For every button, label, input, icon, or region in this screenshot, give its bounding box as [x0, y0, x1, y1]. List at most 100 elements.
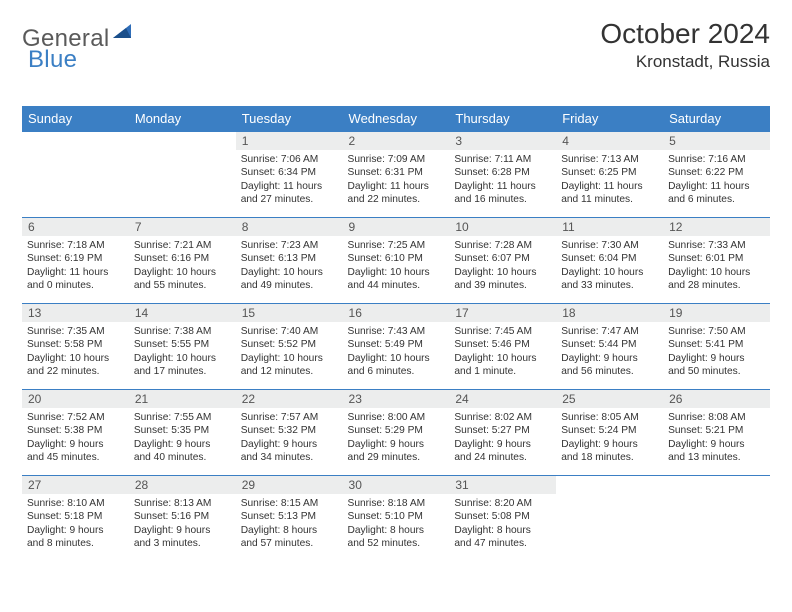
- day-cell: 31Sunrise: 8:20 AMSunset: 5:08 PMDayligh…: [449, 476, 556, 562]
- day-details: Sunrise: 7:43 AMSunset: 5:49 PMDaylight:…: [343, 322, 450, 381]
- day-details: Sunrise: 7:38 AMSunset: 5:55 PMDaylight:…: [129, 322, 236, 381]
- day-number: 31: [449, 476, 556, 494]
- day-number: 28: [129, 476, 236, 494]
- day-cell: 25Sunrise: 8:05 AMSunset: 5:24 PMDayligh…: [556, 390, 663, 476]
- day-header: Saturday: [663, 106, 770, 132]
- day-number: 4: [556, 132, 663, 150]
- day-cell: 13Sunrise: 7:35 AMSunset: 5:58 PMDayligh…: [22, 304, 129, 390]
- week-row: 6Sunrise: 7:18 AMSunset: 6:19 PMDaylight…: [22, 218, 770, 304]
- day-header: Tuesday: [236, 106, 343, 132]
- day-cell: 16Sunrise: 7:43 AMSunset: 5:49 PMDayligh…: [343, 304, 450, 390]
- day-details: Sunrise: 8:20 AMSunset: 5:08 PMDaylight:…: [449, 494, 556, 553]
- week-row: 13Sunrise: 7:35 AMSunset: 5:58 PMDayligh…: [22, 304, 770, 390]
- day-details: Sunrise: 7:40 AMSunset: 5:52 PMDaylight:…: [236, 322, 343, 381]
- day-cell: 22Sunrise: 7:57 AMSunset: 5:32 PMDayligh…: [236, 390, 343, 476]
- sail-icon: [111, 22, 133, 45]
- day-number: 7: [129, 218, 236, 236]
- day-cell: 7Sunrise: 7:21 AMSunset: 6:16 PMDaylight…: [129, 218, 236, 304]
- title-block: October 2024 Kronstadt, Russia: [600, 18, 770, 72]
- day-details: Sunrise: 7:30 AMSunset: 6:04 PMDaylight:…: [556, 236, 663, 295]
- day-cell: 24Sunrise: 8:02 AMSunset: 5:27 PMDayligh…: [449, 390, 556, 476]
- empty-day-cell: [129, 132, 236, 218]
- day-number: [556, 476, 663, 494]
- day-number: 27: [22, 476, 129, 494]
- day-details: Sunrise: 7:16 AMSunset: 6:22 PMDaylight:…: [663, 150, 770, 209]
- day-details: Sunrise: 8:18 AMSunset: 5:10 PMDaylight:…: [343, 494, 450, 553]
- day-cell: 10Sunrise: 7:28 AMSunset: 6:07 PMDayligh…: [449, 218, 556, 304]
- day-details: Sunrise: 7:47 AMSunset: 5:44 PMDaylight:…: [556, 322, 663, 381]
- week-row: 1Sunrise: 7:06 AMSunset: 6:34 PMDaylight…: [22, 132, 770, 218]
- day-number: 13: [22, 304, 129, 322]
- day-cell: 29Sunrise: 8:15 AMSunset: 5:13 PMDayligh…: [236, 476, 343, 562]
- day-cell: 9Sunrise: 7:25 AMSunset: 6:10 PMDaylight…: [343, 218, 450, 304]
- day-cell: 12Sunrise: 7:33 AMSunset: 6:01 PMDayligh…: [663, 218, 770, 304]
- day-number: 18: [556, 304, 663, 322]
- logo-blue-line: Blue: [28, 46, 77, 74]
- day-number: 22: [236, 390, 343, 408]
- day-details: Sunrise: 8:10 AMSunset: 5:18 PMDaylight:…: [22, 494, 129, 553]
- day-cell: 6Sunrise: 7:18 AMSunset: 6:19 PMDaylight…: [22, 218, 129, 304]
- day-cell: 1Sunrise: 7:06 AMSunset: 6:34 PMDaylight…: [236, 132, 343, 218]
- day-cell: 20Sunrise: 7:52 AMSunset: 5:38 PMDayligh…: [22, 390, 129, 476]
- day-cell: 17Sunrise: 7:45 AMSunset: 5:46 PMDayligh…: [449, 304, 556, 390]
- calendar-table: SundayMondayTuesdayWednesdayThursdayFrid…: [22, 106, 770, 562]
- day-details: Sunrise: 7:55 AMSunset: 5:35 PMDaylight:…: [129, 408, 236, 467]
- week-row: 20Sunrise: 7:52 AMSunset: 5:38 PMDayligh…: [22, 390, 770, 476]
- day-number: 1: [236, 132, 343, 150]
- empty-day-cell: [663, 476, 770, 562]
- day-details: Sunrise: 7:11 AMSunset: 6:28 PMDaylight:…: [449, 150, 556, 209]
- logo-text-blue: Blue: [28, 46, 77, 73]
- day-cell: 3Sunrise: 7:11 AMSunset: 6:28 PMDaylight…: [449, 132, 556, 218]
- day-header: Friday: [556, 106, 663, 132]
- day-cell: 4Sunrise: 7:13 AMSunset: 6:25 PMDaylight…: [556, 132, 663, 218]
- day-number: [22, 132, 129, 150]
- day-header: Wednesday: [343, 106, 450, 132]
- day-number: 12: [663, 218, 770, 236]
- day-details: Sunrise: 7:23 AMSunset: 6:13 PMDaylight:…: [236, 236, 343, 295]
- day-details: Sunrise: 7:28 AMSunset: 6:07 PMDaylight:…: [449, 236, 556, 295]
- location: Kronstadt, Russia: [600, 52, 770, 72]
- day-details: Sunrise: 7:35 AMSunset: 5:58 PMDaylight:…: [22, 322, 129, 381]
- day-cell: 30Sunrise: 8:18 AMSunset: 5:10 PMDayligh…: [343, 476, 450, 562]
- day-details: Sunrise: 7:13 AMSunset: 6:25 PMDaylight:…: [556, 150, 663, 209]
- day-number: 23: [343, 390, 450, 408]
- day-number: [129, 132, 236, 150]
- day-number: 5: [663, 132, 770, 150]
- day-cell: 5Sunrise: 7:16 AMSunset: 6:22 PMDaylight…: [663, 132, 770, 218]
- day-number: [663, 476, 770, 494]
- day-number: 24: [449, 390, 556, 408]
- day-details: Sunrise: 7:57 AMSunset: 5:32 PMDaylight:…: [236, 408, 343, 467]
- week-row: 27Sunrise: 8:10 AMSunset: 5:18 PMDayligh…: [22, 476, 770, 562]
- month-title: October 2024: [600, 18, 770, 50]
- day-details: Sunrise: 7:33 AMSunset: 6:01 PMDaylight:…: [663, 236, 770, 295]
- day-number: 19: [663, 304, 770, 322]
- day-details: Sunrise: 7:52 AMSunset: 5:38 PMDaylight:…: [22, 408, 129, 467]
- day-number: 2: [343, 132, 450, 150]
- day-details: Sunrise: 8:15 AMSunset: 5:13 PMDaylight:…: [236, 494, 343, 553]
- day-cell: 21Sunrise: 7:55 AMSunset: 5:35 PMDayligh…: [129, 390, 236, 476]
- day-number: 21: [129, 390, 236, 408]
- day-details: Sunrise: 7:25 AMSunset: 6:10 PMDaylight:…: [343, 236, 450, 295]
- day-details: Sunrise: 7:50 AMSunset: 5:41 PMDaylight:…: [663, 322, 770, 381]
- day-header-row: SundayMondayTuesdayWednesdayThursdayFrid…: [22, 106, 770, 132]
- day-number: 15: [236, 304, 343, 322]
- empty-day-cell: [22, 132, 129, 218]
- day-number: 20: [22, 390, 129, 408]
- day-details: Sunrise: 8:05 AMSunset: 5:24 PMDaylight:…: [556, 408, 663, 467]
- day-cell: 27Sunrise: 8:10 AMSunset: 5:18 PMDayligh…: [22, 476, 129, 562]
- day-number: 14: [129, 304, 236, 322]
- day-details: Sunrise: 7:09 AMSunset: 6:31 PMDaylight:…: [343, 150, 450, 209]
- day-cell: 28Sunrise: 8:13 AMSunset: 5:16 PMDayligh…: [129, 476, 236, 562]
- day-details: Sunrise: 8:13 AMSunset: 5:16 PMDaylight:…: [129, 494, 236, 553]
- day-cell: 11Sunrise: 7:30 AMSunset: 6:04 PMDayligh…: [556, 218, 663, 304]
- day-details: Sunrise: 8:08 AMSunset: 5:21 PMDaylight:…: [663, 408, 770, 467]
- day-cell: 23Sunrise: 8:00 AMSunset: 5:29 PMDayligh…: [343, 390, 450, 476]
- calendar-page: General October 2024 Kronstadt, Russia B…: [0, 0, 792, 580]
- day-number: 6: [22, 218, 129, 236]
- day-number: 17: [449, 304, 556, 322]
- day-number: 29: [236, 476, 343, 494]
- day-cell: 26Sunrise: 8:08 AMSunset: 5:21 PMDayligh…: [663, 390, 770, 476]
- day-details: Sunrise: 8:00 AMSunset: 5:29 PMDaylight:…: [343, 408, 450, 467]
- day-details: Sunrise: 8:02 AMSunset: 5:27 PMDaylight:…: [449, 408, 556, 467]
- day-details: Sunrise: 7:45 AMSunset: 5:46 PMDaylight:…: [449, 322, 556, 381]
